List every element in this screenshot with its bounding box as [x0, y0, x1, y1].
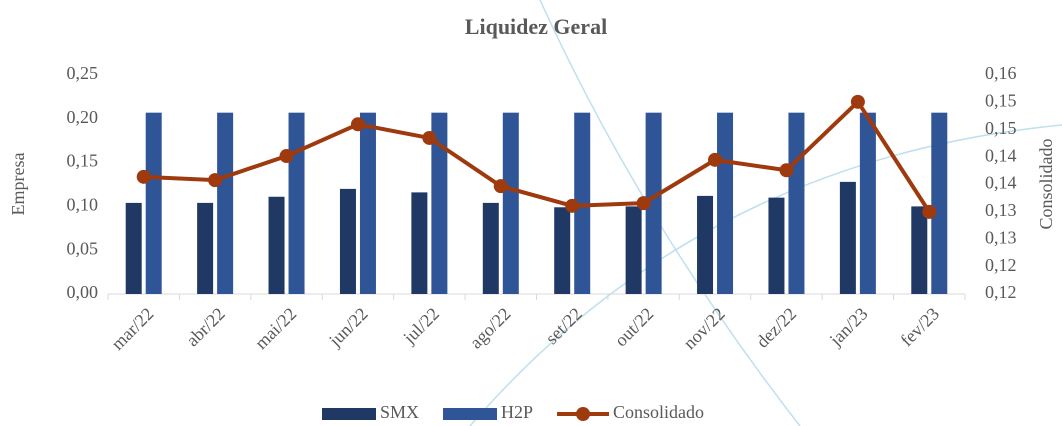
legend-swatch [322, 408, 376, 420]
bar [839, 181, 856, 294]
bar [574, 112, 591, 294]
bar [125, 202, 142, 294]
bar [554, 207, 571, 294]
legend-swatch [443, 408, 498, 420]
y-tick-label: 0,05 [67, 238, 99, 258]
bar [411, 192, 428, 294]
y2-tick-label: 0,13 [985, 227, 1017, 247]
bar [859, 112, 876, 294]
bar [197, 202, 214, 294]
legend-label: SMX [380, 402, 419, 422]
line [143, 98, 931, 213]
marker [850, 94, 865, 109]
bar [768, 197, 785, 294]
bar [359, 112, 376, 294]
bar [788, 112, 805, 294]
y2-axis-title: Consolidado [1036, 138, 1056, 229]
x-tick-label: set/22 [541, 304, 586, 349]
chart-title: Liquidez Geral [465, 14, 607, 39]
y2-tick-label: 0,13 [985, 200, 1017, 220]
y2-tick-label: 0,14 [985, 173, 1017, 193]
marker [565, 198, 580, 213]
y2-tick-label: 0,15 [985, 91, 1017, 111]
x-tick-label: jun/22 [324, 304, 371, 351]
x-tick-label: abr/22 [182, 304, 229, 351]
bar [431, 112, 448, 294]
marker [279, 149, 294, 164]
bar [145, 112, 162, 294]
bar [697, 195, 714, 294]
bar [717, 112, 734, 294]
legend-label: H2P [501, 402, 533, 422]
bar [502, 112, 519, 294]
x-tick-label: fev/23 [896, 304, 943, 351]
legend-label: Consolidado [613, 402, 704, 422]
x-tick-label: nov/22 [679, 304, 729, 354]
bar [268, 196, 285, 294]
x-tick-label: dez/22 [752, 304, 800, 352]
y-tick-label: 0,10 [67, 195, 99, 215]
y2-tick-label: 0,12 [985, 255, 1017, 275]
marker [422, 130, 437, 145]
y2-tick-label: 0,12 [985, 282, 1017, 302]
x-tick-label: jul/22 [399, 304, 444, 349]
y2-tick-label: 0,14 [985, 145, 1017, 165]
x-tick-label: out/22 [611, 304, 658, 351]
y-tick-label: 0,15 [67, 151, 99, 171]
marker [708, 152, 723, 167]
marker [636, 196, 651, 211]
legend-swatch [576, 407, 591, 421]
y2-tick-label: 0,15 [985, 118, 1017, 138]
bar [482, 202, 499, 294]
marker [136, 169, 151, 184]
bar [288, 112, 305, 294]
y-axis-title: Empresa [8, 153, 28, 216]
y-tick-label: 0,20 [67, 107, 99, 127]
y-tick-label: 0,00 [67, 282, 99, 302]
x-tick-label: jan/23 [825, 304, 872, 351]
bar [217, 112, 234, 294]
bar [339, 188, 356, 294]
bar [931, 112, 948, 294]
marker [922, 204, 937, 219]
marker [493, 179, 508, 194]
bar [911, 206, 928, 294]
bar [625, 206, 642, 294]
marker [208, 173, 223, 188]
y2-tick-label: 0,16 [985, 63, 1017, 83]
x-tick-label: ago/22 [466, 304, 515, 353]
marker [779, 163, 794, 178]
x-tick-label: mai/22 [251, 304, 300, 353]
x-tick-label: mar/22 [107, 304, 157, 354]
marker [350, 117, 365, 132]
bar [645, 112, 662, 294]
y-tick-label: 0,25 [67, 63, 99, 83]
decor-curve [469, 124, 1062, 426]
